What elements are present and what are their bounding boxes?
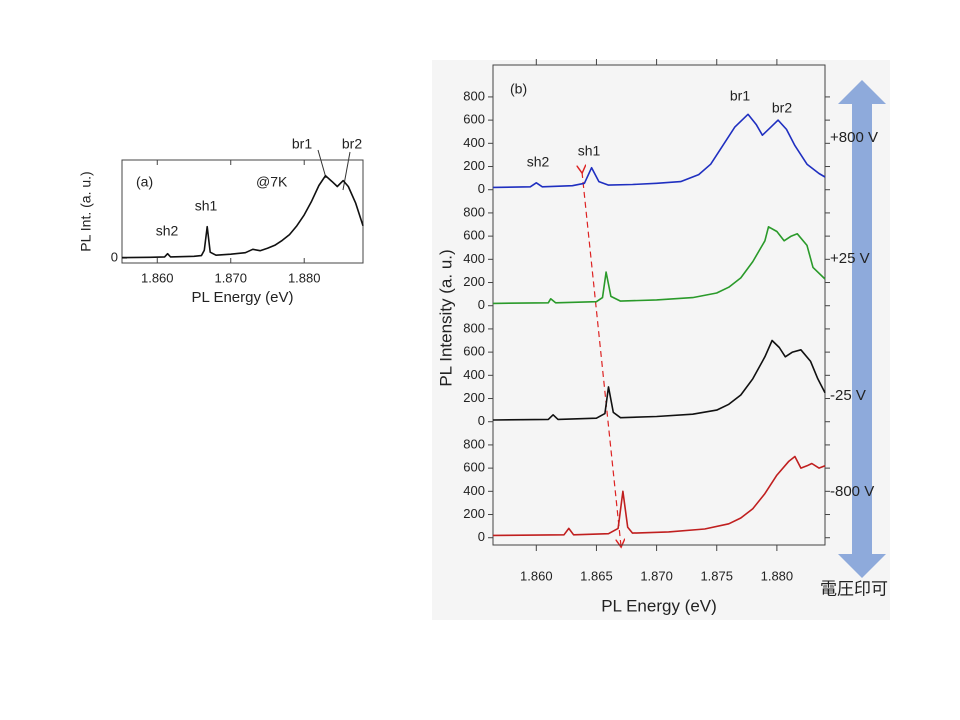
y-tick-label: 400 (463, 483, 485, 498)
y-tick-label: 600 (463, 228, 485, 243)
annotation: sh1 (195, 198, 218, 214)
series-label: +800 V (830, 129, 878, 146)
spectrum-line (492, 339, 826, 421)
annotation: br2 (772, 100, 792, 116)
shift-arrow (582, 172, 621, 546)
spectrum-line (492, 113, 826, 189)
y-tick-label: 400 (463, 367, 485, 382)
spectrum-line (492, 455, 826, 537)
series-label: +25 V (830, 250, 870, 267)
y-tick-label: 800 (463, 436, 485, 451)
y-tick-label: 200 (463, 158, 485, 173)
y-tick-label: 0 (478, 181, 485, 196)
y-tick-label: 600 (463, 344, 485, 359)
leader-line (317, 149, 327, 179)
y-tick-label: 200 (463, 506, 485, 521)
y-tick-label: 200 (463, 274, 485, 289)
spectrum-line (492, 226, 826, 305)
series-label: -25 V (830, 387, 866, 404)
x-axis-label: PL Energy (eV) (192, 289, 294, 306)
annotation: br2 (342, 136, 362, 152)
plot-frame (121, 159, 364, 264)
y-tick-label: 200 (463, 390, 485, 405)
y-axis-label: PL Int. (a. u.) (78, 171, 94, 251)
y-tick-label: 0 (478, 297, 485, 312)
y-axis-label: PL Intensity (a. u.) (436, 249, 455, 386)
x-tick-label: 1.860 (520, 568, 553, 583)
series-label: -800 V (830, 483, 874, 500)
y-tick-label: 600 (463, 460, 485, 475)
x-tick-label: 1.865 (580, 568, 613, 583)
y-tick-label: 400 (463, 135, 485, 150)
y-tick-label: 400 (463, 251, 485, 266)
annotation: @7K (256, 174, 288, 190)
x-tick-label: 1.875 (700, 568, 733, 583)
annotation: (b) (510, 81, 527, 97)
y-tick-label: 0 (478, 529, 485, 544)
annotation: sh2 (527, 154, 550, 170)
y-tick-label: 0 (111, 250, 118, 265)
side-label: 電圧印可 (820, 579, 888, 598)
x-tick-label: 1.870 (640, 568, 673, 583)
annotation: sh1 (578, 143, 601, 159)
annotation: (a) (136, 174, 153, 190)
annotation: br1 (730, 88, 750, 104)
leader-line (342, 151, 351, 191)
x-tick-label: 1.880 (288, 270, 321, 285)
plot-frame (492, 64, 826, 546)
spectrum-line (121, 174, 364, 259)
voltage-arrow (838, 80, 886, 578)
annotation: br1 (292, 136, 312, 152)
y-tick-label: 600 (463, 112, 485, 127)
annotation: sh2 (156, 223, 179, 239)
x-tick-label: 1.870 (214, 270, 247, 285)
y-tick-label: 800 (463, 88, 485, 103)
figure-background (432, 60, 890, 620)
x-tick-label: 1.880 (761, 568, 794, 583)
y-tick-label: 0 (478, 413, 485, 428)
y-tick-label: 800 (463, 320, 485, 335)
x-tick-label: 1.860 (141, 270, 174, 285)
y-tick-label: 800 (463, 204, 485, 219)
x-axis-label: PL Energy (eV) (601, 596, 717, 615)
